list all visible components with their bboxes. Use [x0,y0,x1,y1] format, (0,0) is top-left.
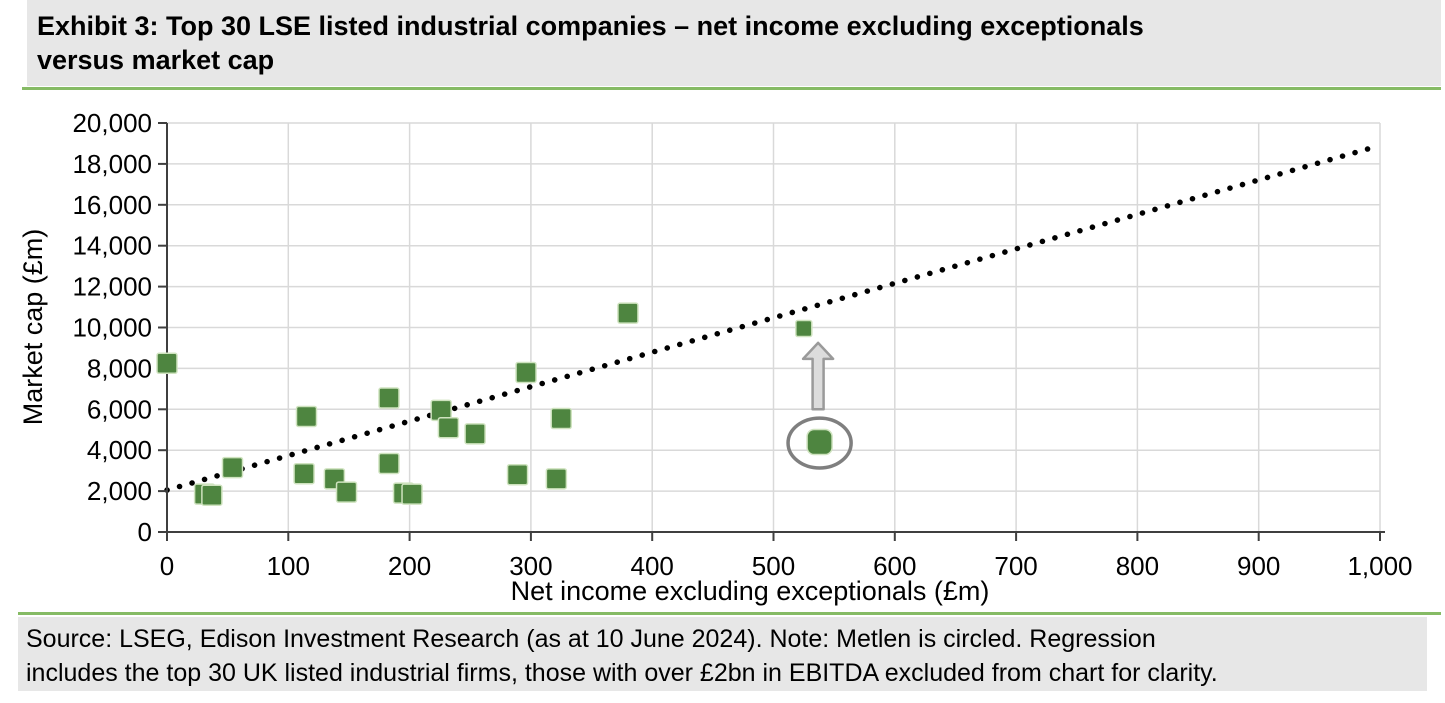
y-tick-label: 12,000 [72,272,152,302]
source-divider-rule [18,612,1441,615]
data-point [795,319,813,338]
x-tick-label: 400 [631,551,674,581]
data-point [378,452,400,475]
chart-area: 0 2,000 4,000 6,000 8,000 10,000 12,000 14,000 1… [0,90,1445,612]
data-point [201,484,223,506]
y-tick-label: 4,000 [87,435,152,465]
x-tick-label: 100 [267,551,310,581]
title-divider-rule [22,87,1441,90]
x-tick-label: 800 [1116,551,1159,581]
up-arrow-icon [801,341,835,411]
regression-dotted-line [164,142,1383,493]
exhibit-title-line-1: Exhibit 3: Top 30 LSE listed industrial … [37,11,1144,41]
x-tick-label: 700 [994,551,1037,581]
source-note-line-1: Source: LSEG, Edison Investment Research… [26,625,1156,653]
data-point [293,462,315,485]
source-note-line-2: includes the top 30 UK listed industrial… [26,659,1218,687]
source-note-panel: Source: LSEG, Edison Investment Research… [18,617,1427,691]
data-point [515,361,537,384]
data-point [506,463,529,486]
scatter-chart: 0 2,000 4,000 6,000 8,000 10,000 12,000 14,000 1… [18,108,1413,606]
data-point [617,302,639,324]
y-tick-label: 6,000 [87,394,152,424]
y-tick-label: 10,000 [72,313,152,343]
y-tick-label: 2,000 [87,476,152,506]
y-tick-label: 18,000 [72,149,152,179]
data-point [545,468,568,490]
y-tick-label: 0 [138,517,152,547]
y-axis-title: Market cap (£m) [18,229,48,426]
x-tick-label: 500 [752,551,795,581]
x-tick-label: 0 [160,551,174,581]
y-tick-label: 8,000 [87,353,152,383]
data-point [378,387,400,409]
data-point [437,416,460,439]
x-tick-label: 600 [873,551,916,581]
x-tick-label: 300 [509,551,552,581]
data-point [156,352,178,375]
data-point [550,407,572,430]
data-point [295,405,318,428]
exhibit-title-line-2: versus market cap [37,45,275,75]
x-tick-label: 200 [388,551,431,581]
x-axis-title: Net income excluding exceptionals (£m) [511,576,990,606]
y-tick-label: 20,000 [72,108,152,138]
x-tick-label: 900 [1237,551,1280,581]
data-point [464,423,486,445]
data-point [221,456,244,479]
x-tick-label: 1,000 [1347,551,1412,581]
data-point [401,483,423,505]
y-tick-label: 16,000 [72,190,152,220]
metlen-point [806,428,833,456]
data-point [335,481,358,503]
exhibit-title: Exhibit 3: Top 30 LSE listed industrial … [27,0,1441,77]
metlen-circle-annotation [786,416,853,470]
exhibit-title-panel: Exhibit 3: Top 30 LSE listed industrial … [27,0,1441,86]
source-note: Source: LSEG, Edison Investment Research… [18,617,1427,690]
y-tick-label: 14,000 [72,231,152,261]
